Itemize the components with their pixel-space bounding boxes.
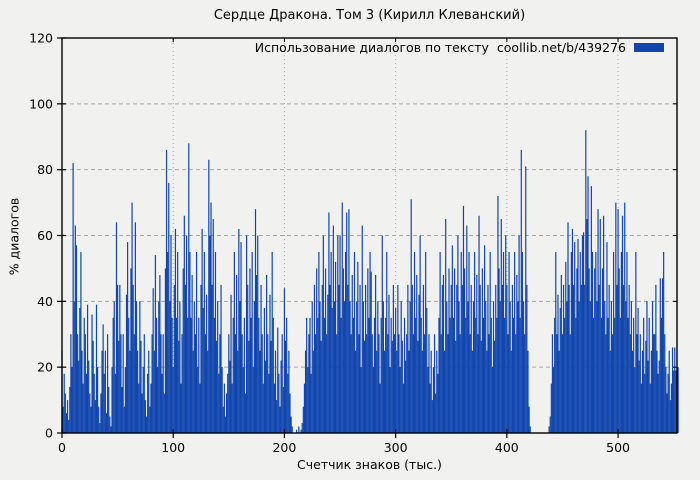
legend-source: coollib.net/b/439276 — [496, 39, 626, 55]
x-axis-label: Счетчик знаков (тыс.) — [297, 457, 442, 472]
y-tick-label: 40 — [37, 294, 53, 309]
bar-series — [61, 130, 679, 434]
x-tick-label: 100 — [161, 440, 185, 455]
legend: Использование диалогов по тексту coollib… — [254, 39, 664, 55]
y-tick-label: 20 — [37, 360, 53, 375]
x-tick-label: 300 — [384, 440, 408, 455]
legend-swatch — [634, 42, 664, 52]
x-tick-label: 500 — [606, 440, 630, 455]
y-tick-label: 80 — [37, 162, 53, 177]
x-tick-label: 400 — [495, 440, 519, 455]
tick-labels: 0 100 200 300 400 500 0 20 40 60 80 100 120 — [29, 31, 630, 456]
legend-label: Использование диалогов по тексту — [254, 39, 489, 55]
y-tick-label: 100 — [29, 96, 53, 111]
x-tick-label: 200 — [272, 440, 296, 455]
y-tick-label: 120 — [29, 31, 53, 46]
axis-ticks — [57, 37, 677, 438]
y-tick-label: 0 — [45, 426, 53, 441]
y-tick-label: 60 — [37, 228, 53, 243]
page-title: Сердце Дракона. Том 3 (Кирилл Клеванский… — [213, 8, 526, 23]
x-tick-label: 0 — [58, 440, 66, 455]
